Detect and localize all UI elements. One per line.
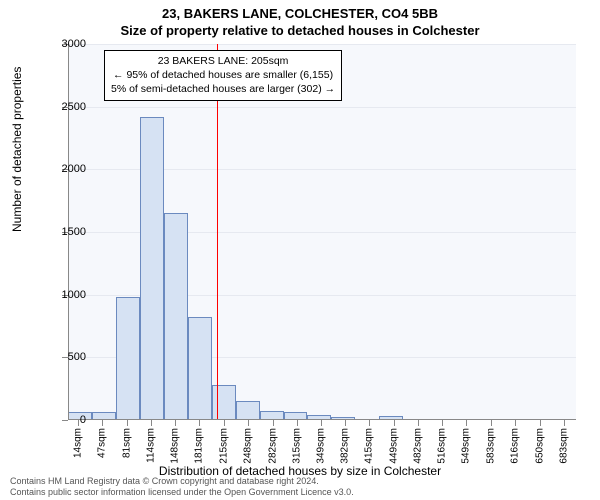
y-axis-title: Number of detached properties	[10, 67, 24, 232]
x-tick	[369, 420, 370, 426]
x-tick-label: 349sqm	[316, 428, 327, 464]
histogram-bar	[116, 297, 140, 420]
x-tick-label: 516sqm	[437, 428, 448, 464]
x-tick	[248, 420, 249, 426]
page-title-address: 23, BAKERS LANE, COLCHESTER, CO4 5BB	[0, 0, 600, 21]
x-tick	[199, 420, 200, 426]
x-tick-label: 650sqm	[534, 428, 545, 464]
x-tick-label: 583sqm	[486, 428, 497, 464]
x-tick	[491, 420, 492, 426]
x-tick-label: 14sqm	[73, 428, 84, 458]
y-tick-label: 3000	[36, 38, 86, 50]
x-tick	[321, 420, 322, 426]
x-tick	[515, 420, 516, 426]
x-tick	[394, 420, 395, 426]
y-tick-label: 2500	[36, 101, 86, 113]
y-tick-label: 0	[36, 414, 86, 426]
page-subtitle: Size of property relative to detached ho…	[0, 21, 600, 38]
x-tick	[297, 420, 298, 426]
x-tick-label: 148sqm	[170, 428, 181, 464]
histogram-bar	[164, 213, 188, 420]
x-tick-label: 81sqm	[121, 428, 132, 458]
x-tick	[151, 420, 152, 426]
y-tick-label: 500	[36, 351, 86, 363]
gridline	[68, 44, 576, 45]
gridline	[68, 107, 576, 108]
copyright-line-1: Contains HM Land Registry data © Crown c…	[10, 476, 354, 487]
x-tick	[540, 420, 541, 426]
x-tick-label: 47sqm	[97, 428, 108, 458]
histogram-bar	[188, 317, 212, 420]
histogram-bar	[212, 385, 236, 420]
annotation-line: ← 95% of detached houses are smaller (6,…	[111, 68, 335, 82]
x-tick-label: 248sqm	[242, 428, 253, 464]
x-tick-label: 215sqm	[219, 428, 230, 464]
histogram-bar	[236, 401, 260, 420]
y-tick-label: 1000	[36, 289, 86, 301]
x-tick-label: 181sqm	[194, 428, 205, 464]
histogram-chart: 14sqm47sqm81sqm114sqm148sqm181sqm215sqm2…	[68, 44, 576, 420]
x-tick	[564, 420, 565, 426]
y-tick-label: 2000	[36, 163, 86, 175]
x-tick	[273, 420, 274, 426]
histogram-bar	[140, 117, 164, 420]
x-tick-label: 315sqm	[291, 428, 302, 464]
x-tick-label: 282sqm	[267, 428, 278, 464]
x-tick-label: 114sqm	[145, 428, 156, 463]
x-tick	[175, 420, 176, 426]
x-tick-label: 482sqm	[412, 428, 423, 464]
x-tick	[442, 420, 443, 426]
annotation-line: 23 BAKERS LANE: 205sqm	[111, 54, 335, 68]
x-tick	[466, 420, 467, 426]
x-tick	[127, 420, 128, 426]
x-tick-label: 415sqm	[364, 428, 375, 464]
x-tick	[102, 420, 103, 426]
annotation-box: 23 BAKERS LANE: 205sqm← 95% of detached …	[104, 50, 342, 101]
x-tick	[418, 420, 419, 426]
y-tick-label: 1500	[36, 226, 86, 238]
copyright-line-2: Contains public sector information licen…	[10, 487, 354, 498]
x-tick	[224, 420, 225, 426]
x-tick-label: 382sqm	[340, 428, 351, 464]
annotation-line: 5% of semi-detached houses are larger (3…	[111, 82, 335, 96]
x-tick-label: 616sqm	[510, 428, 521, 464]
copyright-footer: Contains HM Land Registry data © Crown c…	[10, 476, 354, 498]
x-tick	[345, 420, 346, 426]
x-tick-label: 549sqm	[461, 428, 472, 464]
x-tick-label: 683sqm	[558, 428, 569, 464]
plot-area: 14sqm47sqm81sqm114sqm148sqm181sqm215sqm2…	[68, 44, 576, 420]
x-tick-label: 449sqm	[388, 428, 399, 464]
